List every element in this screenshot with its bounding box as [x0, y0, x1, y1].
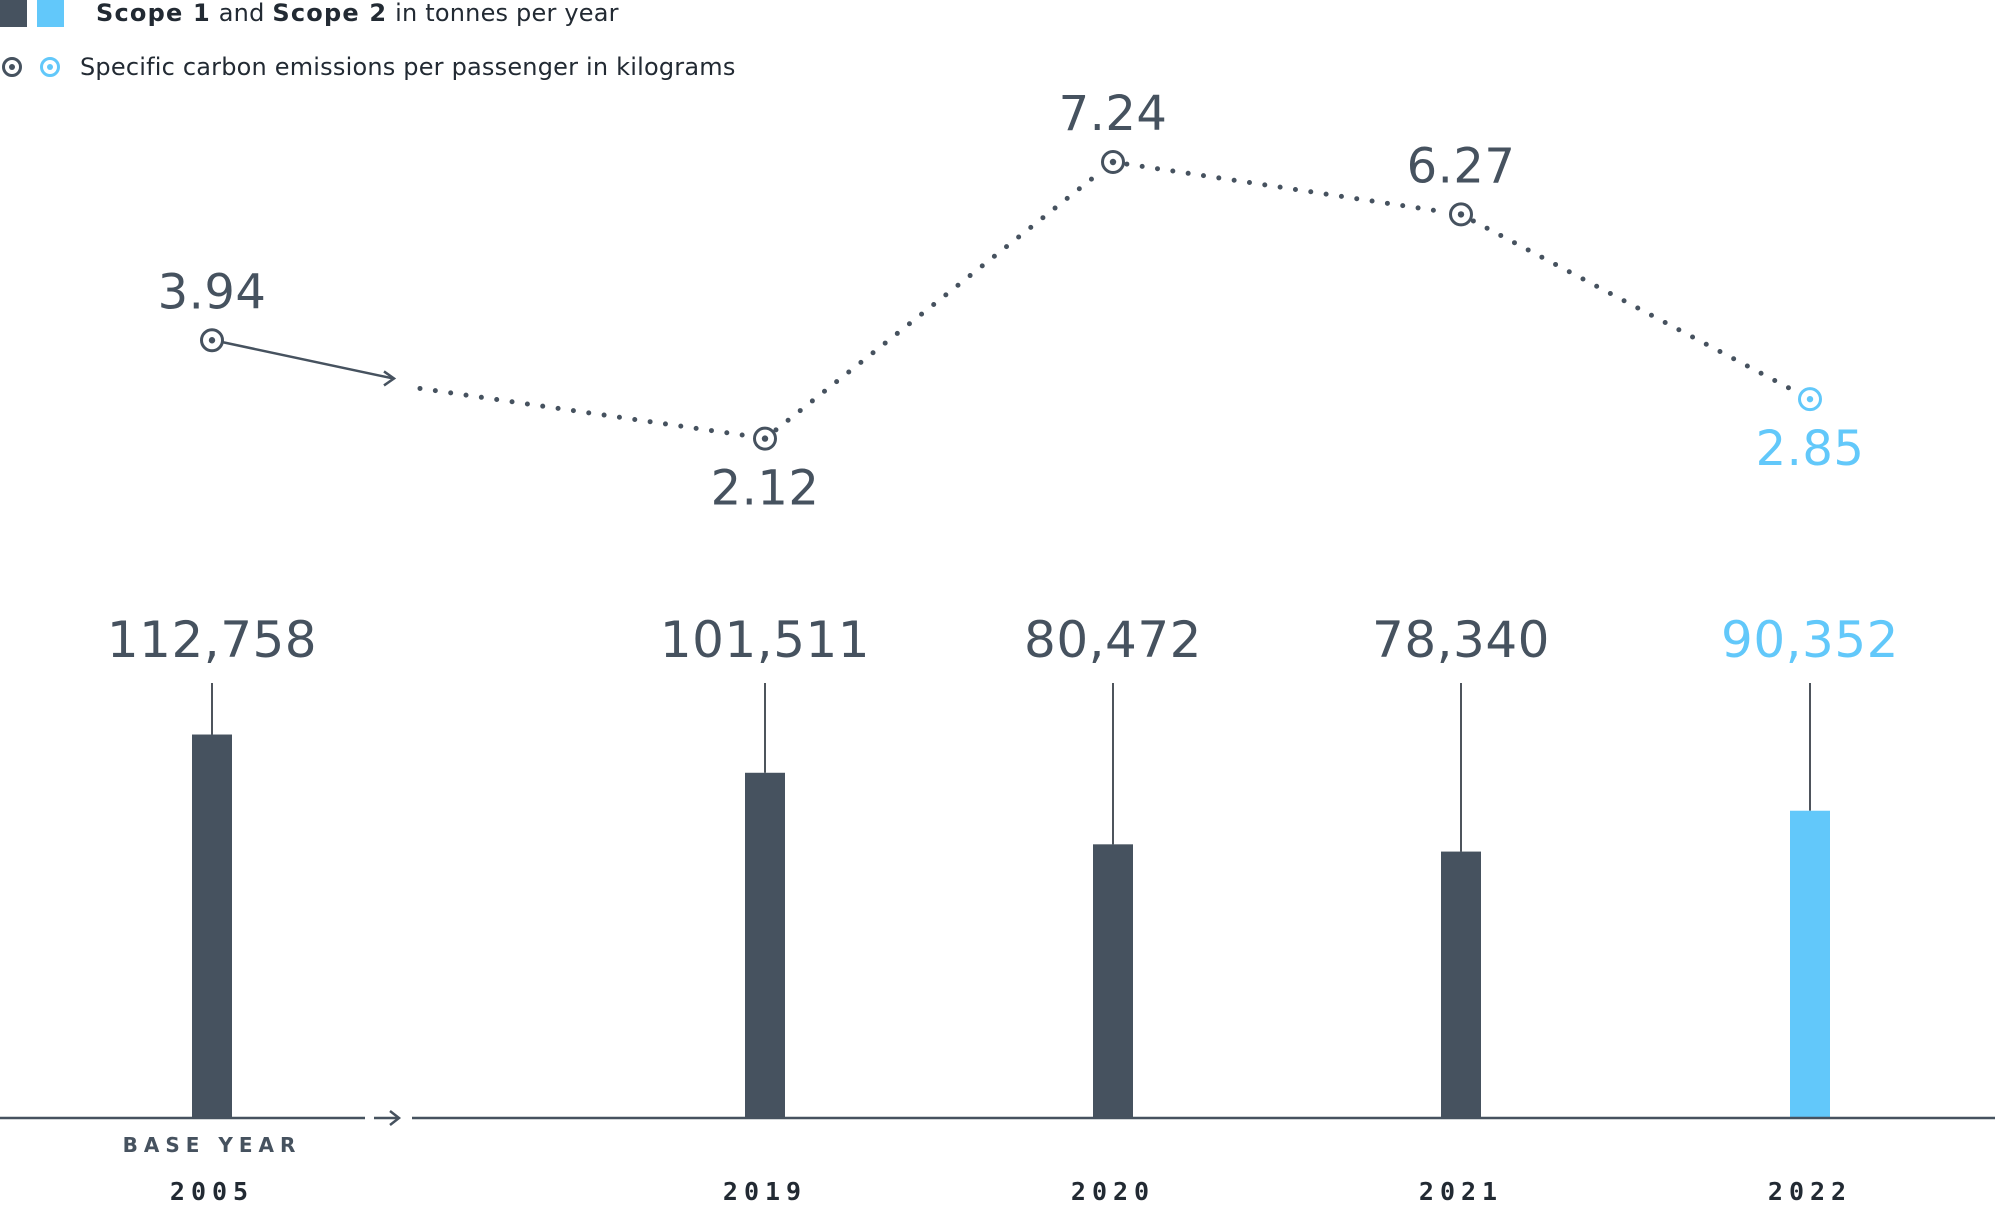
x-axis-break-arrow-head — [389, 1110, 402, 1126]
line-value-label-2005: 3.94 — [158, 264, 267, 320]
legend-swatch-past — [0, 0, 27, 27]
bar-value-label-2020: 80,472 — [1024, 611, 1202, 669]
line-segment-dotted-2021-2022 — [1470, 218, 1801, 396]
bar-2005 — [192, 734, 232, 1118]
x-tick-label-2019: 2019 — [723, 1177, 807, 1206]
base-year-label: BASE YEAR — [123, 1133, 302, 1157]
legend-bars: Scope 1 and Scope 2 in tonnes per year — [0, 0, 619, 30]
bar-2020 — [1093, 844, 1133, 1118]
x-tick-label-2020: 2020 — [1071, 1177, 1155, 1206]
legend-ring-past-icon — [2, 57, 22, 77]
x-tick-label-2021: 2021 — [1419, 1177, 1503, 1206]
line-value-label-2022: 2.85 — [1756, 421, 1865, 477]
x-tick-label-2022: 2022 — [1768, 1177, 1852, 1206]
bar-value-label-2021: 78,340 — [1372, 611, 1550, 669]
line-segment-base-solid — [222, 341, 394, 380]
x-tick-label-2005: 2005 — [170, 1177, 254, 1206]
line-segment-dotted-2019-2020 — [773, 168, 1105, 433]
legend-swatch-current — [37, 0, 64, 27]
line-marker-dot-2021 — [1457, 211, 1465, 218]
legend-bars-label: Scope 1 and Scope 2 in tonnes per year — [96, 0, 619, 27]
bar-value-label-2022: 90,352 — [1721, 611, 1899, 669]
legend-line: Specific carbon emissions per passenger … — [0, 50, 736, 84]
bar-value-label-2005: 112,758 — [107, 611, 317, 669]
bar-value-label-2019: 101,511 — [660, 611, 870, 669]
line-marker-dot-2022 — [1806, 395, 1814, 403]
line-marker-dot-2020 — [1109, 158, 1117, 166]
bar-2022 — [1790, 810, 1830, 1118]
line-marker-dot-2019 — [761, 435, 769, 442]
line-segment-dotted-2020-2021 — [1124, 161, 1450, 215]
bar-2021 — [1441, 851, 1481, 1118]
legend-line-label: Specific carbon emissions per passenger … — [80, 53, 736, 81]
legend-ring-current-icon — [40, 57, 60, 77]
line-segment-dotted-to-2019 — [417, 385, 756, 440]
bar-2019 — [745, 772, 785, 1118]
line-break-arrow-head — [383, 370, 397, 387]
line-value-label-2019: 2.12 — [711, 461, 820, 517]
line-value-label-2020: 7.24 — [1059, 86, 1168, 142]
line-marker-dot-2005 — [208, 337, 216, 344]
line-value-label-2021: 6.27 — [1407, 138, 1516, 194]
